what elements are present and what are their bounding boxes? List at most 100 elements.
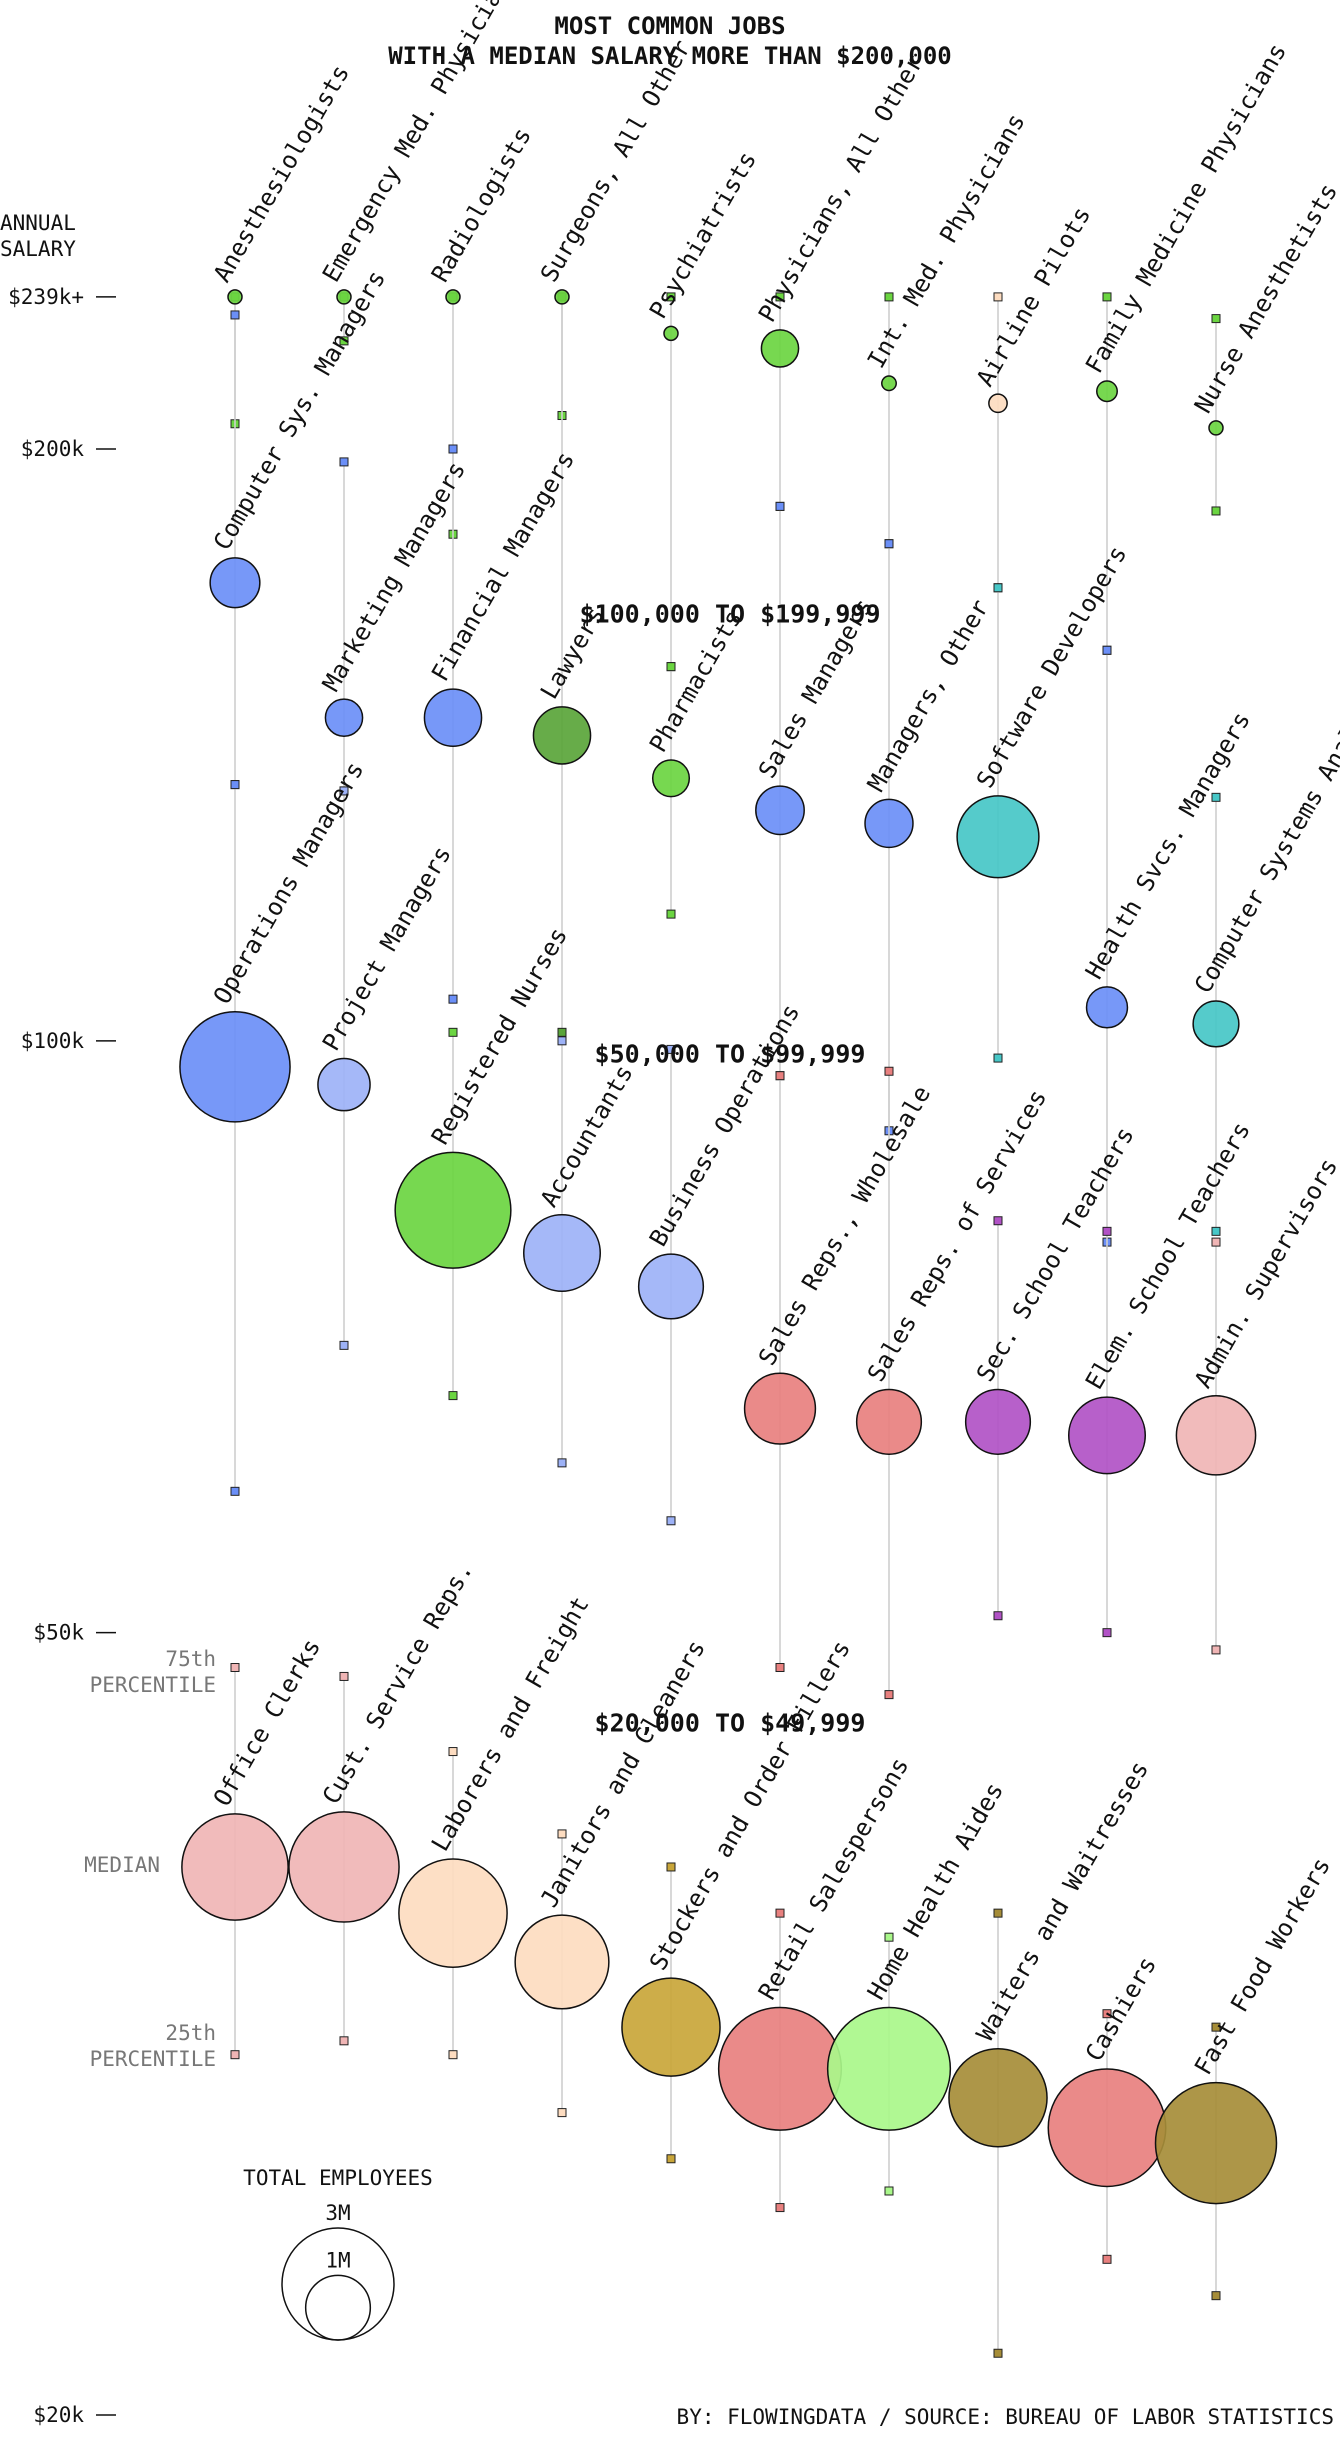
credit-line: BY: FLOWINGDATA / SOURCE: BUREAU OF LABO…	[677, 2405, 1334, 2429]
median-bubble	[1047, 2068, 1167, 2188]
median-bubble	[755, 785, 805, 836]
p75-marker	[775, 1071, 785, 1081]
job-label: Business Operations	[644, 999, 806, 1251]
job-label: Managers, Other	[862, 595, 995, 797]
p75-marker	[993, 1908, 1003, 1918]
median-bubble	[394, 1151, 512, 1269]
p75-marker	[1102, 292, 1112, 302]
median-bubble	[288, 1811, 400, 1923]
p75-marker	[1211, 1237, 1221, 1247]
job-label: Office Clerks	[208, 1634, 326, 1811]
p25-marker	[993, 1611, 1003, 1621]
p75-marker	[775, 1908, 785, 1918]
salary-band-label: $50,000 TO $99,999	[595, 1040, 866, 1069]
median-bubble	[514, 1914, 610, 2010]
median-bubble	[743, 1372, 817, 1445]
p25-marker	[557, 2108, 567, 2118]
y-axis-label-line-1: ANNUAL	[0, 211, 76, 235]
p75-marker	[666, 292, 676, 302]
job-label: Laborers and Freight	[426, 1592, 595, 1856]
p75-marker	[230, 780, 240, 790]
p75-label-line-2: PERCENTILE	[90, 1673, 216, 1697]
y-axis-ticks: $239k+ $200k $100k $50k $20k	[8, 285, 116, 2427]
p25-marker	[1102, 1628, 1112, 1638]
job-label: Fast Food Workers	[1189, 1853, 1336, 2080]
y-tick-label: $50k	[33, 1621, 84, 1645]
p75-marker	[993, 583, 1003, 593]
p75-marker	[339, 1671, 349, 1681]
p25-marker	[230, 1486, 240, 1496]
median-bubble	[317, 1057, 371, 1112]
median-bubble	[881, 375, 897, 392]
p25-marker	[230, 2050, 240, 2060]
legend-circle	[304, 2274, 372, 2341]
median-bubble	[227, 289, 243, 305]
y-axis-label-line-2: SALARY	[0, 237, 76, 261]
p75-marker	[666, 1044, 676, 1054]
p75-marker	[993, 292, 1003, 302]
chart-title-line-1: MOST COMMON JOBS	[554, 12, 785, 40]
median-bubble	[1175, 1394, 1257, 1476]
p25-marker	[448, 2050, 458, 2060]
p75-marker	[1211, 792, 1221, 802]
p75-marker	[775, 501, 785, 511]
y-tick-label: $20k	[33, 2403, 84, 2427]
job-label: Physicians, All Other	[753, 50, 929, 327]
p75-marker	[339, 457, 349, 467]
p25-marker	[775, 1663, 785, 1673]
job-label: Cashiers	[1080, 1952, 1162, 2066]
p75-marker	[1211, 314, 1221, 324]
legend-circle-label: 1M	[325, 2248, 350, 2272]
p25-marker	[666, 2154, 676, 2164]
p75-marker	[230, 310, 240, 320]
job-label: Operations Managers	[208, 757, 370, 1009]
p25-marker	[1211, 1645, 1221, 1655]
p75-marker	[448, 1747, 458, 1757]
p75-marker	[230, 1663, 240, 1673]
p75-marker	[993, 1216, 1003, 1226]
median-label: MEDIAN	[84, 1853, 160, 1877]
p75-marker	[557, 1036, 567, 1046]
p25-label-line-1: 25th	[165, 2021, 216, 2045]
job-label: Project Managers	[317, 841, 457, 1055]
median-bubble	[621, 1977, 721, 2077]
salary-band-label: $20,000 TO $49,999	[595, 1709, 866, 1738]
median-bubble	[423, 688, 483, 748]
median-bubble	[324, 698, 364, 738]
p25-marker	[993, 1053, 1003, 1063]
median-bubble	[179, 1011, 291, 1123]
salary-band-label: $100,000 TO $199,999	[579, 599, 880, 628]
p25-marker	[339, 336, 349, 346]
p25-marker	[1211, 506, 1221, 516]
p25-marker	[884, 1690, 894, 1700]
median-bubble	[956, 795, 1040, 879]
p25-marker	[339, 1340, 349, 1350]
p75-label-line-1: 75th	[165, 1647, 216, 1671]
p25-marker	[448, 1391, 458, 1401]
median-bubble	[398, 1858, 508, 1968]
p75-marker	[884, 539, 894, 549]
p25-marker	[448, 994, 458, 1004]
median-bubble	[663, 325, 679, 342]
job-label: Computer Systems Analysts	[1189, 671, 1340, 998]
median-bubble	[522, 1213, 602, 1292]
median-bubble	[637, 1253, 705, 1320]
median-bubble	[1067, 1396, 1147, 1475]
median-bubbles	[179, 289, 1278, 2205]
median-bubble	[760, 329, 800, 368]
p75-marker	[1102, 1226, 1112, 1236]
p75-marker	[884, 1932, 894, 1942]
p75-marker	[1211, 2022, 1221, 2032]
job-label: Psychiatrists	[644, 147, 762, 324]
p25-marker	[666, 909, 676, 919]
median-bubble	[445, 289, 461, 305]
p75-marker	[884, 292, 894, 302]
p75-marker	[448, 444, 458, 454]
median-bubble	[336, 289, 352, 305]
p25-marker	[1211, 1226, 1221, 1236]
median-bubble	[1096, 380, 1118, 403]
legend-circles: 3M 1M	[281, 2201, 395, 2341]
job-label: Surgeons, All Other	[535, 35, 697, 287]
job-label: Airline Pilots	[971, 202, 1096, 391]
